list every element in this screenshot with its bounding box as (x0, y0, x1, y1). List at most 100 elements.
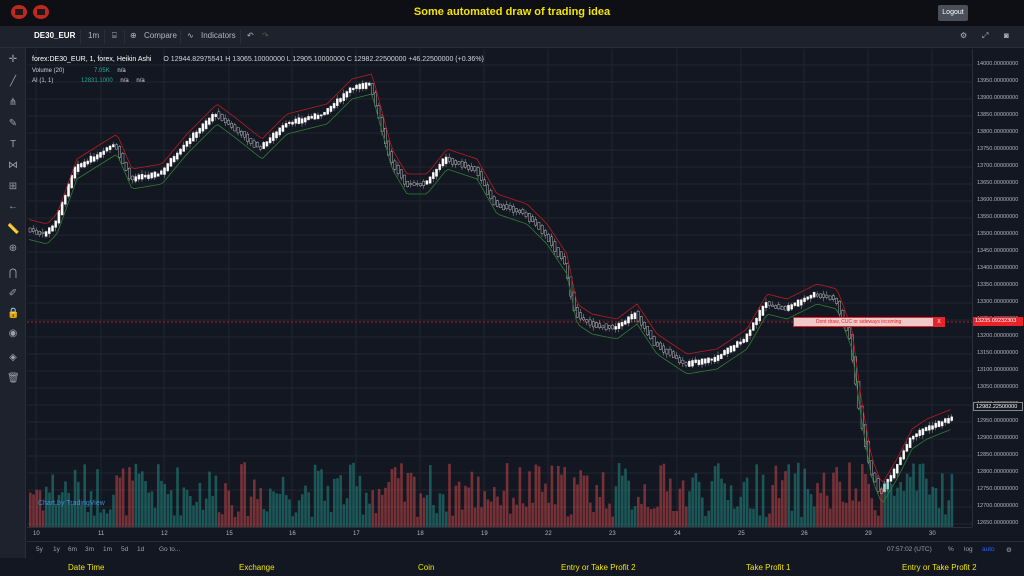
candle-body (416, 184, 418, 185)
tradingview-watermark[interactable]: Chart by TradingView (38, 500, 105, 507)
redo-icon[interactable]: ↷ (262, 31, 269, 40)
ruler-icon[interactable]: 📏 (7, 224, 19, 236)
candle-body (791, 304, 793, 309)
candle-body (583, 318, 585, 320)
footer-exchange: Exchange (239, 563, 275, 572)
pattern-icon[interactable]: ⋈ (7, 160, 19, 172)
trendline-icon[interactable]: ╱ (7, 76, 19, 88)
volume-bar (227, 490, 230, 527)
candle-body (647, 326, 649, 335)
volume-bar (704, 516, 707, 527)
back-arrow-icon[interactable]: ← (7, 201, 19, 213)
volume-label[interactable]: Volume (20) (32, 68, 64, 74)
symbol-selector[interactable]: DE30_EUR (34, 31, 75, 40)
range-1y[interactable]: 1y (53, 546, 60, 553)
volume-bar (695, 473, 698, 527)
volume-bar (343, 504, 346, 527)
axis-settings-icon[interactable]: ⚙ (1006, 546, 1012, 554)
candle-body (195, 132, 197, 138)
candle-body (106, 148, 108, 152)
volume-bar (330, 512, 333, 527)
range-5y[interactable]: 5y (36, 546, 43, 553)
ai-label[interactable]: AI (1, 1) (32, 78, 53, 84)
volume-bar (871, 498, 874, 527)
range-3m[interactable]: 3m (85, 546, 94, 553)
indicators-icon[interactable]: ∿ (187, 31, 194, 40)
compare-button[interactable]: Compare (144, 31, 177, 40)
volume-bar (823, 473, 826, 527)
auto-toggle[interactable]: auto (982, 546, 995, 553)
volume-bar (525, 507, 528, 527)
eye-icon[interactable]: ◉ (7, 328, 19, 340)
snapshot-icon[interactable]: ◙ (1004, 31, 1009, 40)
range-6m[interactable]: 6m (68, 546, 77, 553)
volume-bar (919, 464, 922, 527)
volume-bar (355, 486, 358, 527)
text-icon[interactable]: T (7, 139, 19, 151)
candle-body (906, 444, 908, 451)
volume-bar (621, 476, 624, 527)
volume-bar (573, 477, 576, 527)
volume-bar (739, 497, 742, 527)
brush-icon[interactable]: ✎ (7, 118, 19, 130)
range-1d[interactable]: 1d (137, 546, 144, 553)
undo-icon[interactable]: ↶ (247, 31, 254, 40)
candle-body (810, 295, 812, 298)
volume-bar (272, 491, 275, 527)
crosshair-icon[interactable]: ✛ (7, 54, 19, 66)
candle-body (295, 119, 297, 123)
time-axis-label: 25 (738, 531, 745, 537)
layers-icon[interactable]: ◈ (7, 352, 19, 364)
range-5d[interactable]: 5d (121, 546, 128, 553)
candle-body (736, 341, 738, 347)
zoom-icon[interactable]: ⊕ (7, 243, 19, 255)
candlestick-plot[interactable] (27, 49, 972, 527)
volume-bar (682, 480, 685, 527)
log-toggle[interactable]: log (964, 546, 973, 553)
pitchfork-icon[interactable]: ⋔ (7, 97, 19, 109)
idea-annotation[interactable]: Dont draw, CUC or sideways incoming (793, 317, 945, 327)
candle-body (714, 357, 716, 362)
indicators-button[interactable]: Indicators (201, 31, 236, 40)
settings-icon[interactable]: ⚙ (960, 31, 967, 40)
annotation-close-button[interactable]: X (933, 317, 945, 327)
utc-clock[interactable]: 07:57:02 (UTC) (887, 546, 932, 553)
compare-icon[interactable]: ⊕ (130, 31, 137, 40)
logout-button[interactable]: Logout (938, 5, 968, 21)
trash-icon[interactable]: 🗑 (7, 373, 19, 385)
fullscreen-icon[interactable]: ⤢ (982, 31, 988, 41)
time-axis-label: 19 (481, 531, 488, 537)
volume-bar (643, 484, 646, 527)
range-1m[interactable]: 1m (103, 546, 112, 553)
toolbar-divider (124, 30, 125, 44)
candle-body (112, 145, 114, 147)
chart-type-icon[interactable]: ⌸ (112, 31, 117, 41)
price-axis-label: 12750.00000000 (977, 486, 1018, 492)
volume-bar (656, 507, 659, 527)
volume-bar (839, 482, 842, 527)
time-axis[interactable]: 10 11 12 15 16 17 18 19 22 23 24 25 26 29 30 (27, 527, 972, 541)
measure-icon[interactable]: ⊞ (7, 181, 19, 193)
candle-body (343, 93, 345, 100)
interval-selector[interactable]: 1m (88, 31, 99, 40)
volume-bar (183, 487, 186, 527)
price-axis[interactable]: 14000.00000000 13950.00000000 13900.000000… (972, 49, 1024, 527)
lock-draw-icon[interactable]: ✐ (7, 288, 19, 300)
volume-bar (455, 486, 458, 527)
goto-button[interactable]: Go to... (159, 546, 180, 553)
volume-bar (531, 503, 534, 527)
volume-bar (832, 473, 835, 527)
candle-body (483, 180, 485, 186)
volume-bar (157, 464, 160, 527)
volume-bar (813, 506, 816, 527)
lock-icon[interactable]: 🔒 (7, 308, 19, 320)
percent-toggle[interactable]: % (948, 546, 954, 553)
candle-body (890, 475, 892, 481)
magnet-icon[interactable]: ⋂ (7, 268, 19, 280)
volume-bar (685, 506, 688, 527)
legend-symbol[interactable]: forex:DE30_EUR, 1, forex, Heikin Ashi (32, 56, 151, 63)
candle-body (333, 103, 335, 108)
candle-body (631, 314, 633, 319)
volume-bar (541, 492, 544, 527)
volume-bar (896, 488, 899, 527)
